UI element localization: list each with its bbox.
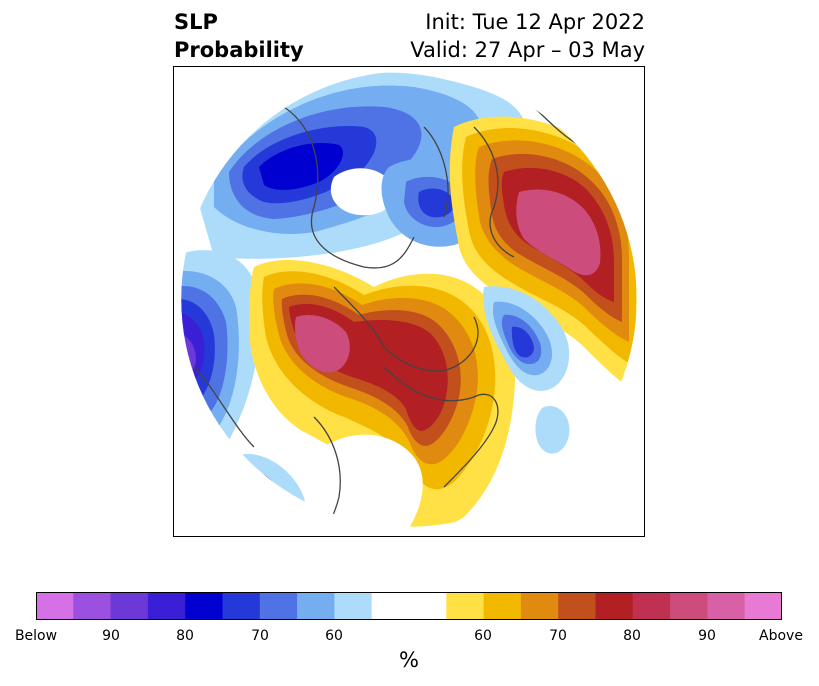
cbar-label-below-90: 90 (102, 628, 120, 644)
init-date: Init: Tue 12 Apr 2022 (425, 10, 645, 34)
probability-map (173, 66, 645, 537)
colorbar-swatch (520, 592, 559, 620)
colorbar-swatch (744, 592, 782, 620)
map-title-left: SLP Probability (174, 8, 304, 64)
colorbar-swatch (73, 592, 112, 620)
colorbar-swatch (409, 592, 447, 620)
cbar-label-below: Below (14, 628, 58, 644)
colorbar (36, 592, 782, 620)
cbar-label-below-70: 70 (251, 628, 269, 644)
cbar-unit: % (399, 648, 419, 672)
colorbar-swatch (670, 592, 708, 620)
colorbar-swatch (707, 592, 746, 620)
cbar-label-above: Above (759, 628, 803, 644)
colorbar-swatch (110, 592, 149, 620)
valid-range: Valid: 27 Apr – 03 May (410, 38, 645, 62)
colorbar-swatch (632, 592, 671, 620)
colorbar-swatch (446, 592, 485, 620)
probability-field (181, 71, 637, 527)
colorbar-swatch (222, 592, 261, 620)
colorbar-swatch (185, 592, 223, 620)
cbar-label-above-90: 90 (698, 628, 716, 644)
colorbar-swatch (297, 592, 335, 620)
cbar-label-below-60: 60 (325, 628, 343, 644)
cbar-label-above-70: 70 (549, 628, 567, 644)
colorbar-swatch (334, 592, 373, 620)
title-probability: Probability (174, 38, 304, 62)
polar-projection-map (180, 70, 638, 528)
map-title-right: Init: Tue 12 Apr 2022 Valid: 27 Apr – 03… (410, 8, 645, 64)
colorbar-swatch (147, 592, 186, 620)
colorbar-swatch (483, 592, 522, 620)
cbar-label-above-80: 80 (623, 628, 641, 644)
colorbar-border (36, 592, 782, 620)
colorbar-swatch (595, 592, 634, 620)
title-slp: SLP (174, 10, 218, 34)
cbar-label-below-80: 80 (176, 628, 194, 644)
colorbar-swatch (259, 592, 298, 620)
coastlines (193, 106, 637, 527)
cbar-label-above-60: 60 (474, 628, 492, 644)
colorbar-swatch (36, 592, 74, 620)
colorbar-swatch (371, 592, 410, 620)
colorbar-swatch (558, 592, 596, 620)
